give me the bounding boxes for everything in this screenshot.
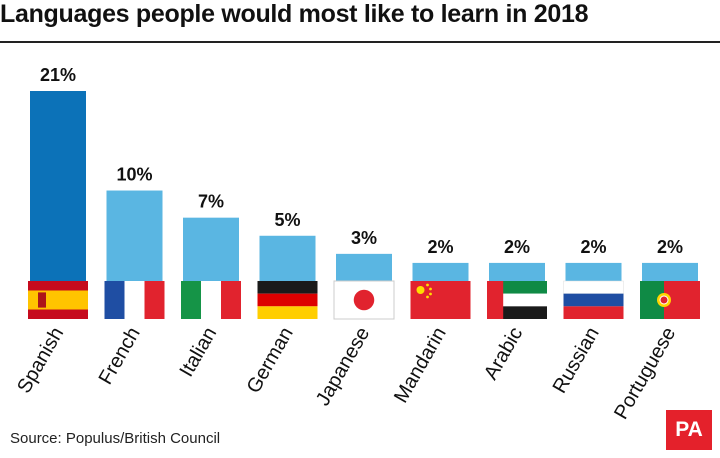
bar-arabic (489, 262, 545, 282)
title-divider (0, 41, 720, 43)
germany-flag-icon (257, 281, 318, 319)
category-label-portuguese: Portuguese (610, 324, 680, 424)
bar-portuguese (642, 262, 698, 282)
china-flag-icon (410, 281, 471, 319)
category-label-german: German (243, 324, 298, 398)
category-label-russian: Russian (549, 324, 604, 398)
category-label-arabic: Arabic (480, 324, 527, 384)
value-label-portuguese: 2% (657, 237, 683, 257)
category-label-mandarin: Mandarin (390, 324, 451, 407)
bar-spanish (30, 91, 86, 282)
portugal-flag-icon (640, 281, 700, 319)
bar-mandarin (412, 262, 469, 282)
spain-flag-icon (28, 281, 88, 319)
japan-flag-icon (333, 280, 395, 320)
bar-japanese (336, 253, 392, 282)
uae-flag-icon (487, 281, 547, 319)
value-label-mandarin: 2% (427, 237, 453, 257)
source-note: Source: Populus/British Council (10, 430, 221, 447)
value-label-french: 10% (116, 165, 152, 185)
value-label-arabic: 2% (504, 237, 530, 257)
value-label-japanese: 3% (351, 228, 377, 248)
category-label-french: French (95, 324, 145, 389)
chart-title: Languages people would most like to lear… (0, 0, 589, 28)
category-label-spanish: Spanish (13, 324, 68, 398)
bar-russian (565, 262, 622, 282)
value-label-spanish: 21% (40, 65, 76, 85)
value-label-german: 5% (274, 210, 300, 230)
bar-german (259, 235, 316, 282)
category-label-japanese: Japanese (312, 324, 374, 410)
italy-flag-icon (181, 281, 241, 319)
russia-flag-icon (563, 280, 624, 319)
bar-italian (183, 217, 239, 282)
france-flag-icon (104, 281, 165, 319)
pa-logo: PA (666, 410, 712, 450)
bar-french (106, 190, 163, 282)
value-label-russian: 2% (580, 237, 606, 257)
value-label-italian: 7% (198, 192, 224, 212)
category-label-italian: Italian (176, 324, 222, 381)
